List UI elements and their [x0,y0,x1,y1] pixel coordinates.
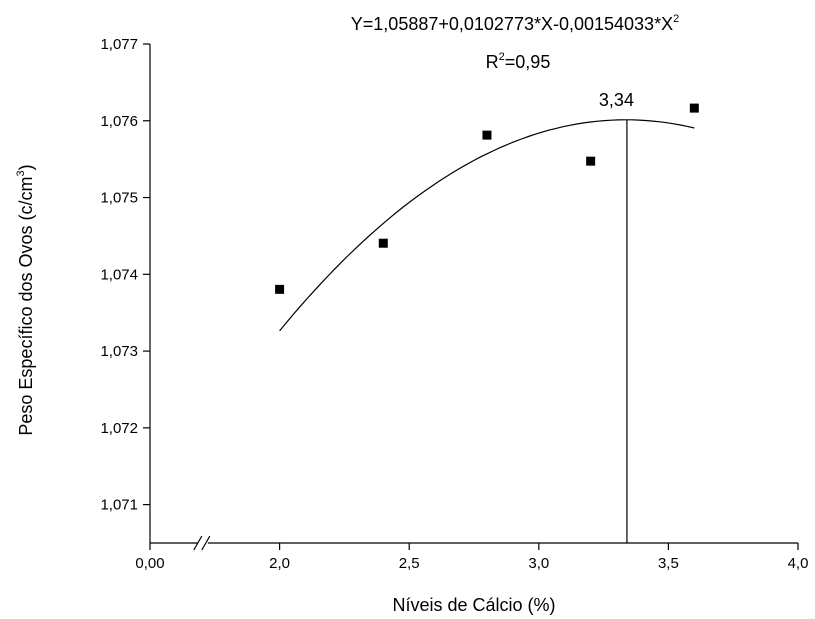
title-sup: 2 [673,13,679,25]
point [689,103,699,113]
fit-curve [279,119,695,332]
x-tick-label: 2,0 [269,555,290,572]
y-tick-label: 1,072 [100,420,138,437]
x-tick-label: 0,00 [135,555,164,572]
subtitle-sup: 2 [499,51,505,63]
y-tick-label: 1,074 [100,266,138,283]
y-tick-label: 1,073 [100,343,138,360]
vertex-label: 3,34 [599,90,634,110]
subtitle-text: R [486,52,499,72]
subtitle-text: =0,95 [505,52,551,72]
point [586,156,596,166]
title-text: Y=1,05887+0,0102773*X-0,00154033*X [351,14,673,34]
x-axis-label: Níveis de Cálcio (%) [392,595,555,615]
y-tick-label: 1,075 [100,190,138,207]
y-tick-label: 1,077 [100,36,138,53]
chart-title: Y=1,05887+0,0102773*X-0,00154033*X2 [351,13,679,34]
point [482,130,492,140]
y-label-text: ) [16,164,36,170]
x-tick-label: 3,0 [528,555,549,572]
y-axis-label: Peso Específico dos Ovos (c/cm3) [15,164,36,435]
x-tick-label: 2,5 [399,555,420,572]
axis-break-mark [193,535,203,551]
point [275,284,285,294]
x-tick-label: 4,0 [788,555,809,572]
chart-subtitle: R2=0,95 [486,51,551,72]
axis-break-mark [201,535,211,551]
y-label-sup: 3 [15,170,27,176]
axis-break-gap [197,541,208,545]
y-tick-label: 1,076 [100,113,138,130]
x-tick-label: 3,5 [658,555,679,572]
y-label-text: Peso Específico dos Ovos (c/cm [16,177,36,436]
point [378,238,388,248]
y-tick-label: 1,071 [100,497,138,514]
